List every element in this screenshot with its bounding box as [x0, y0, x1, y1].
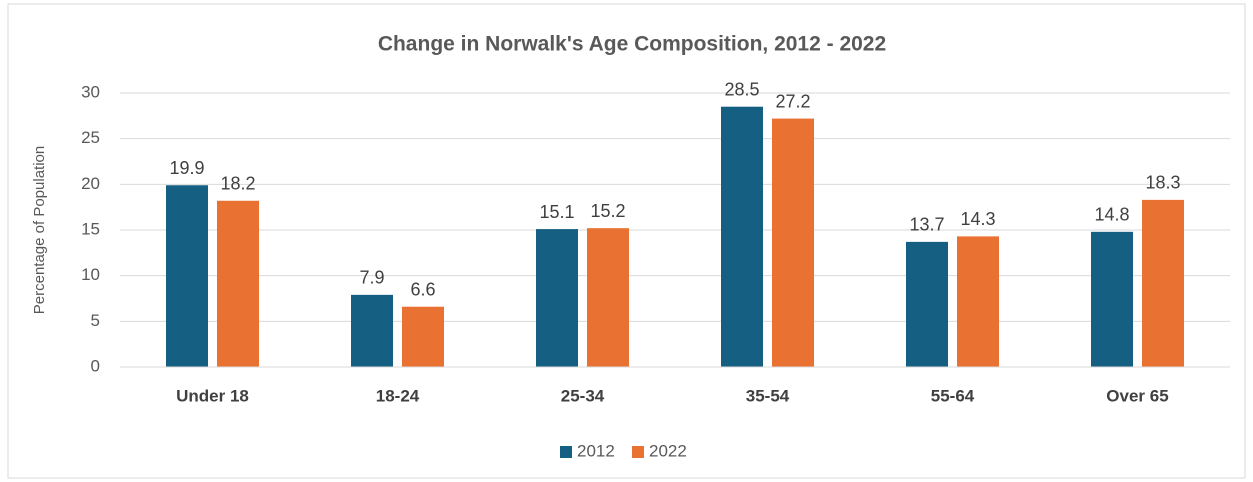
- legend-label: 2022: [649, 441, 687, 460]
- bar: [721, 106, 763, 367]
- bar: [1091, 231, 1133, 367]
- bar: [1142, 199, 1184, 367]
- bar: [166, 185, 208, 367]
- bar: [957, 236, 999, 367]
- data-label: 18.2: [220, 174, 255, 194]
- data-label: 6.6: [410, 279, 435, 299]
- x-tick-label: Over 65: [1106, 386, 1168, 405]
- bar: [217, 200, 259, 367]
- data-label: 27.2: [775, 91, 810, 111]
- bar: [536, 229, 578, 367]
- x-tick-label: 55-64: [931, 386, 975, 405]
- data-label: 15.1: [539, 202, 574, 222]
- x-tick-label: 18-24: [376, 386, 420, 405]
- legend-label: 2012: [577, 441, 615, 460]
- data-label: 14.8: [1094, 205, 1129, 225]
- y-tick-label: 5: [91, 311, 100, 330]
- y-tick-label: 15: [81, 219, 100, 238]
- y-tick-label: 30: [81, 82, 100, 101]
- x-tick-label: 35-54: [746, 386, 790, 405]
- y-axis-label: Percentage of Population: [31, 146, 48, 314]
- bar: [587, 228, 629, 367]
- bar: [906, 241, 948, 367]
- chart-title: Change in Norwalk's Age Composition, 201…: [378, 33, 886, 56]
- data-label: 13.7: [909, 215, 944, 235]
- data-label: 18.3: [1145, 173, 1180, 193]
- bar: [772, 118, 814, 367]
- y-tick-label: 0: [91, 356, 100, 375]
- legend-swatch: [632, 446, 644, 458]
- bar: [402, 306, 444, 367]
- data-label: 7.9: [359, 268, 384, 288]
- y-tick-label: 20: [81, 174, 100, 193]
- y-tick-label: 10: [81, 265, 100, 284]
- data-label: 14.3: [960, 209, 995, 229]
- data-label: 28.5: [724, 79, 759, 99]
- x-tick-label: Under 18: [176, 386, 249, 405]
- x-tick-label: 25-34: [561, 386, 605, 405]
- y-tick-label: 25: [81, 128, 100, 147]
- legend-swatch: [560, 446, 572, 458]
- bar: [351, 294, 393, 367]
- data-label: 19.9: [169, 158, 204, 178]
- data-label: 15.2: [590, 201, 625, 221]
